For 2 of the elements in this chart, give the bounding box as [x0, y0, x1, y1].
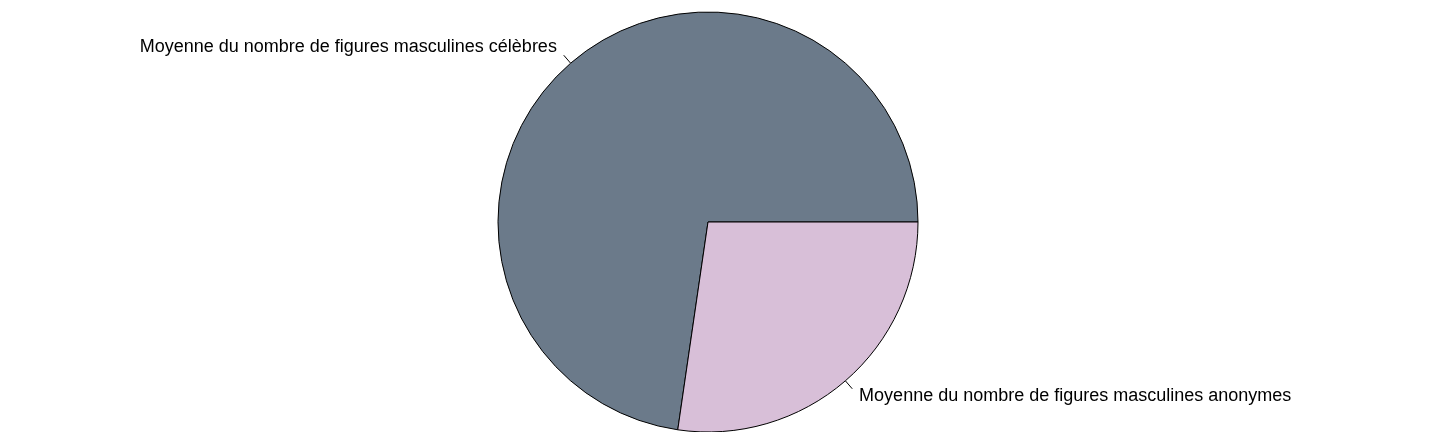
slice-label: Moyenne du nombre de figures masculines célèbres — [139, 36, 557, 57]
slice-label: Moyenne du nombre de figures masculines anonymes — [859, 385, 1292, 406]
